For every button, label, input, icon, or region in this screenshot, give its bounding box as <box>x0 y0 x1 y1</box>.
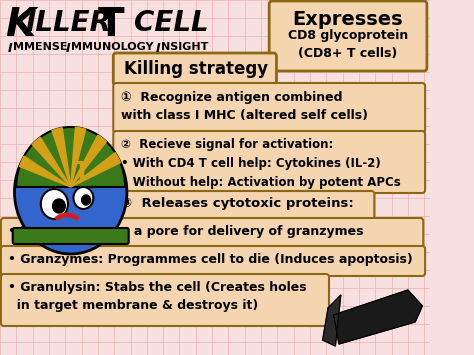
Text: Expresses: Expresses <box>293 10 403 29</box>
Text: ILLER: ILLER <box>26 9 111 37</box>
Wedge shape <box>52 128 71 187</box>
FancyBboxPatch shape <box>113 53 276 85</box>
Circle shape <box>41 189 68 219</box>
Text: CD8 glycoprotein
(CD8+ T cells): CD8 glycoprotein (CD8+ T cells) <box>288 29 408 60</box>
Text: K: K <box>5 6 36 44</box>
Text: ①  Recognize antigen combined
with class I MHC (altered self cells): ① Recognize antigen combined with class … <box>121 91 368 122</box>
FancyBboxPatch shape <box>1 274 329 326</box>
Text: ②  Recieve signal for activation:
• With CD4 T cell help: Cytokines (IL-2)
• Wit: ② Recieve signal for activation: • With … <box>121 138 401 189</box>
FancyBboxPatch shape <box>269 1 427 71</box>
Text: I: I <box>7 42 12 55</box>
Wedge shape <box>16 127 125 187</box>
Circle shape <box>15 130 127 254</box>
FancyBboxPatch shape <box>113 191 374 221</box>
Wedge shape <box>71 135 106 187</box>
Circle shape <box>53 199 65 213</box>
Polygon shape <box>334 290 422 344</box>
Circle shape <box>73 187 93 209</box>
FancyBboxPatch shape <box>1 246 425 276</box>
Text: I: I <box>156 42 161 55</box>
Text: MMENSE: MMENSE <box>13 42 67 52</box>
Wedge shape <box>71 127 86 187</box>
Circle shape <box>82 195 91 205</box>
FancyBboxPatch shape <box>1 218 423 248</box>
FancyBboxPatch shape <box>13 228 129 244</box>
Text: T: T <box>98 6 125 44</box>
Text: ③  Releases cytotoxic proteins:: ③ Releases cytotoxic proteins: <box>121 197 354 210</box>
Text: • Granzymes: Programmes cell to die (Induces apoptosis): • Granzymes: Programmes cell to die (Ind… <box>8 253 413 266</box>
Wedge shape <box>19 156 71 187</box>
Text: Killing strategy: Killing strategy <box>124 60 268 78</box>
FancyBboxPatch shape <box>113 131 425 193</box>
Text: CELL: CELL <box>134 9 209 37</box>
Text: NSIGHT: NSIGHT <box>161 42 209 52</box>
FancyBboxPatch shape <box>113 83 425 133</box>
Text: I: I <box>65 42 70 55</box>
Polygon shape <box>323 295 341 346</box>
Wedge shape <box>32 137 71 187</box>
Text: T: T <box>73 160 90 184</box>
Text: • Perforin: Forms a pore for delivery of granzymes: • Perforin: Forms a pore for delivery of… <box>8 225 364 238</box>
Text: MMUNOLOGY: MMUNOLOGY <box>71 42 153 52</box>
Wedge shape <box>71 153 120 187</box>
Text: • Granulysin: Stabs the cell (Creates holes
  in target membrane & destroys it): • Granulysin: Stabs the cell (Creates ho… <box>8 281 307 312</box>
